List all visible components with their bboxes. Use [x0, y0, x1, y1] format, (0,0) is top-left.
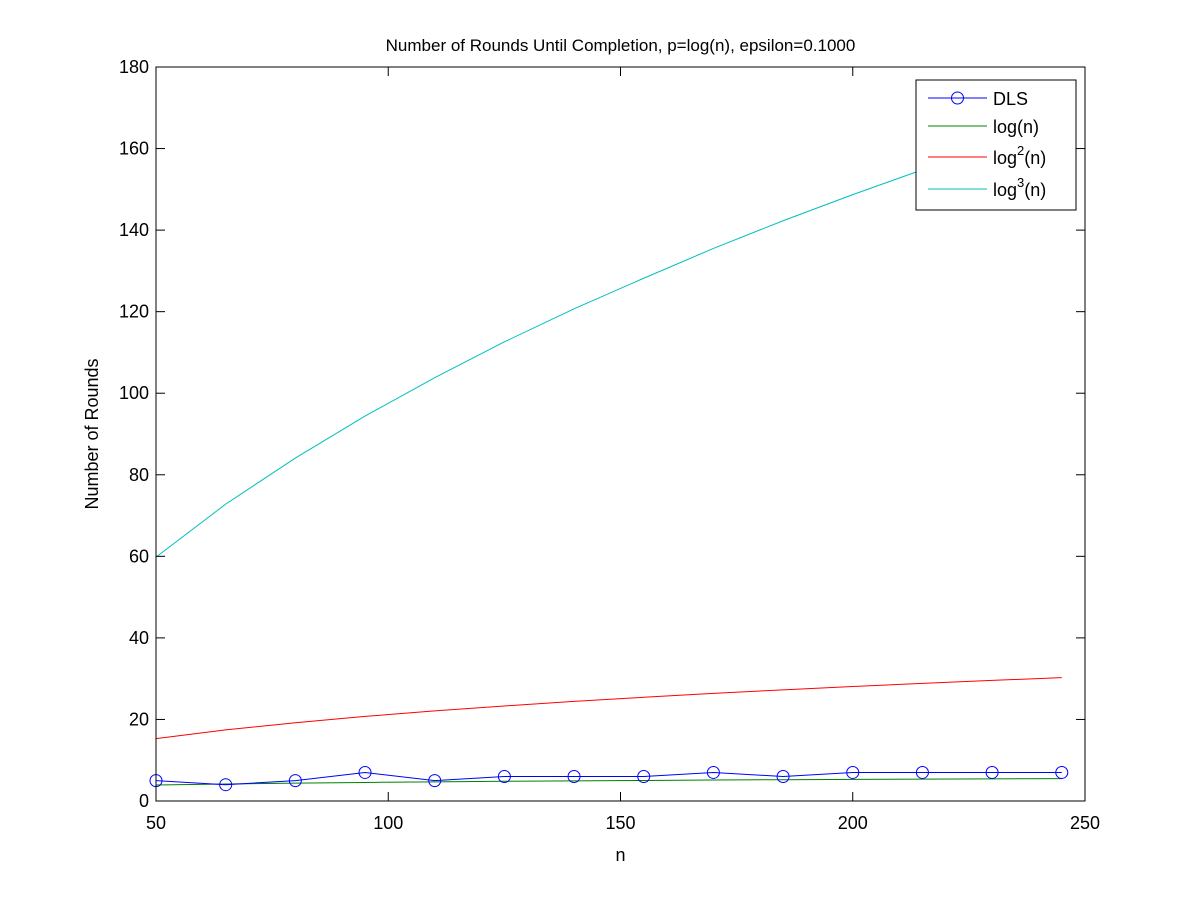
x-tick-label: 100 — [373, 813, 403, 833]
legend-box — [915, 79, 1077, 211]
legend-marker-0 — [951, 91, 964, 105]
series-line-2 — [155, 677, 1062, 740]
series-point-0 — [776, 770, 790, 784]
series-point-0 — [915, 765, 929, 779]
legend-label-base: DLS — [993, 89, 1028, 109]
series-point-0 — [288, 774, 302, 788]
plot-series — [149, 121, 1069, 792]
x-tick-label: 150 — [605, 813, 635, 833]
x-axis-label: n — [615, 845, 625, 865]
y-axis-label: Number of Rounds — [82, 358, 102, 509]
legend-label-suffix: (n) — [1024, 148, 1046, 168]
legend-label-base: log — [993, 180, 1017, 200]
legend-label-sup: 2 — [1017, 143, 1024, 158]
y-tick-label: 60 — [129, 546, 149, 566]
y-tick-label: 160 — [119, 139, 149, 159]
y-tick-label: 100 — [119, 383, 149, 403]
y-tick-label: 120 — [119, 302, 149, 322]
chart-title: Number of Rounds Until Completion, p=log… — [386, 36, 856, 55]
legend-label-0: DLS — [993, 89, 1028, 109]
series-point-0 — [567, 770, 581, 784]
y-tick-label: 80 — [129, 465, 149, 485]
series-point-0 — [428, 774, 442, 788]
series-point-0 — [637, 770, 651, 784]
y-axis-ticks: 0 20 40 60 80 100 120 140 160 180 — [119, 57, 1085, 811]
x-axis-ticks: 50 100 150 200 250 — [146, 67, 1100, 833]
x-tick-label: 200 — [838, 813, 868, 833]
series-point-0 — [985, 765, 999, 779]
legend-label-base: log(n) — [993, 117, 1039, 137]
legend-label-1: log(n) — [993, 117, 1039, 137]
x-tick-label: 250 — [1070, 813, 1100, 833]
y-tick-label: 40 — [129, 628, 149, 648]
series-point-0 — [219, 778, 233, 792]
y-tick-label: 20 — [129, 709, 149, 729]
legend-label-base: log — [993, 148, 1017, 168]
series-point-0 — [846, 765, 860, 779]
legend-label-sup: 3 — [1017, 175, 1024, 190]
series-point-0 — [497, 770, 511, 784]
series-point-0 — [1055, 765, 1069, 779]
legend-label-3: log3(n) — [993, 175, 1046, 200]
legend-label-suffix: (n) — [1024, 180, 1046, 200]
series-line-0 — [155, 771, 1062, 786]
series-point-0 — [706, 765, 720, 779]
series-line-3 — [155, 121, 1062, 558]
y-tick-label: 0 — [139, 791, 149, 811]
series-point-0 — [358, 765, 372, 779]
x-tick-label: 50 — [146, 813, 166, 833]
legend-label-2: log2(n) — [993, 143, 1046, 168]
y-tick-label: 140 — [119, 220, 149, 240]
series-line-1 — [155, 778, 1062, 786]
y-tick-label: 180 — [119, 57, 149, 77]
